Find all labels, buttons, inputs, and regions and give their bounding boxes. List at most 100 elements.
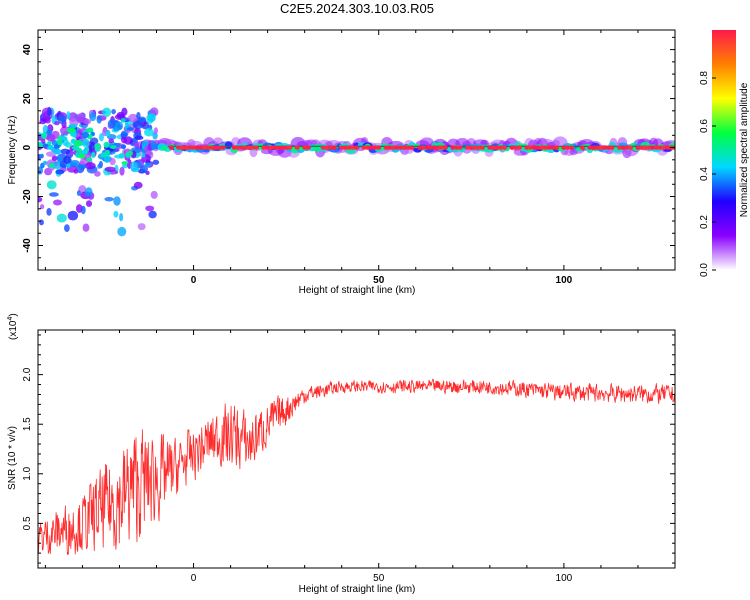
spectrogram-cell bbox=[64, 142, 72, 148]
spectrogram-cell bbox=[198, 145, 204, 150]
spectrogram-y-label: Frequency (Hz) bbox=[7, 116, 18, 185]
spectrogram-cell bbox=[126, 151, 131, 157]
spectrogram-cell bbox=[109, 157, 116, 166]
spectrogram-cell bbox=[104, 196, 114, 202]
snr-y-tick-label: 2.0 bbox=[22, 367, 33, 381]
snr-multiplier-exp: 4 bbox=[7, 317, 14, 321]
spectrogram-cell bbox=[57, 154, 63, 165]
spectrogram-cell bbox=[57, 139, 63, 146]
snr-background bbox=[38, 330, 675, 568]
colorbar-ticks: 0.0 0.2 0.4 0.6 0.8 bbox=[699, 71, 716, 277]
snr-frame bbox=[37, 329, 676, 569]
spectrogram-cell bbox=[354, 145, 359, 150]
snr-x-label: Height of straight line (km) bbox=[299, 584, 416, 595]
spectrogram-cell bbox=[457, 145, 463, 150]
spectrogram-cell bbox=[132, 120, 144, 130]
spectrogram-cell bbox=[108, 138, 115, 144]
spectrogram-cell bbox=[487, 145, 493, 150]
spectrogram-cell bbox=[591, 145, 596, 150]
spectrogram-cell bbox=[94, 171, 101, 177]
spectrogram-cell bbox=[120, 144, 127, 150]
spectrogram-cell bbox=[100, 152, 108, 158]
spectrogram-cell bbox=[104, 166, 116, 172]
spectrogram-cell bbox=[120, 132, 128, 138]
spectrogram-cell bbox=[194, 145, 200, 150]
spectrogram-cell bbox=[44, 118, 51, 124]
spectrogram-cell bbox=[121, 136, 127, 144]
spectrogram-cell bbox=[121, 161, 129, 165]
spectrogram-cell bbox=[137, 223, 146, 231]
spectrogram-cell bbox=[224, 141, 233, 150]
spectrogram-cell bbox=[435, 145, 441, 150]
spectrogram-cell bbox=[85, 200, 93, 207]
spectrogram-cell bbox=[56, 213, 67, 223]
spectrogram-cell bbox=[250, 145, 256, 150]
spectrogram-cell bbox=[568, 145, 574, 150]
snr-y-tick-label: 1.0 bbox=[22, 466, 33, 480]
spectrogram-cell bbox=[42, 124, 49, 135]
spectrogram-cell bbox=[116, 111, 125, 119]
spectrogram-cell bbox=[126, 127, 134, 131]
spectrogram-cell bbox=[642, 145, 648, 150]
spectrogram-cell bbox=[153, 127, 158, 134]
spectrogram-cell bbox=[46, 180, 57, 190]
spectrogram-cell bbox=[391, 145, 396, 150]
spectrogram-cell bbox=[254, 145, 259, 150]
spectrogram-cell bbox=[64, 224, 70, 232]
spectrogram-cell bbox=[616, 145, 622, 150]
spectrogram-cell bbox=[130, 161, 139, 172]
figure-title: C2E5.2024.303.10.03.R05 bbox=[280, 1, 434, 16]
colorbar-tick-label: 0.0 bbox=[699, 263, 710, 277]
spectrogram-cell bbox=[213, 145, 219, 150]
spectrogram-cell bbox=[66, 111, 71, 120]
colorbar-tick-label: 0.4 bbox=[699, 167, 710, 181]
spectrogram-cell bbox=[148, 210, 157, 219]
spectrogram-cell bbox=[602, 145, 608, 150]
spectrogram-cell bbox=[47, 141, 52, 145]
spectrogram-cell bbox=[231, 145, 237, 150]
spectrogram-cell bbox=[144, 128, 154, 137]
spectrogram-cell bbox=[372, 145, 378, 150]
spectrogram-cell bbox=[635, 145, 641, 150]
spectrogram-cell bbox=[103, 156, 111, 163]
colorbar-tick-label: 0.8 bbox=[699, 71, 710, 85]
spectrogram-cell bbox=[97, 163, 102, 169]
spectrogram-cell bbox=[472, 145, 478, 150]
spectrogram-cell bbox=[624, 145, 630, 150]
spectrogram-cell bbox=[183, 145, 189, 150]
spectrogram-cell bbox=[81, 138, 90, 148]
snr-series-line bbox=[38, 378, 675, 555]
snr-y-tick-label: 0.5 bbox=[22, 516, 33, 530]
spectrogram-cell bbox=[350, 145, 356, 150]
spectrogram-y-tick-label: -20 bbox=[22, 189, 33, 204]
spectrogram-cell bbox=[141, 153, 146, 158]
spectrogram-cell bbox=[46, 144, 54, 150]
spectrogram-cell bbox=[60, 148, 71, 155]
spectrogram-cell bbox=[39, 204, 45, 210]
spectrogram-cell bbox=[468, 145, 474, 150]
spectrogram-cell bbox=[42, 143, 49, 148]
spectrogram-cell bbox=[476, 145, 482, 150]
spectrogram-cell bbox=[144, 162, 152, 168]
spectrogram-cell bbox=[246, 145, 252, 150]
spectrogram-cell bbox=[261, 145, 267, 150]
spectrogram-cell bbox=[517, 145, 522, 150]
spectrogram-cell bbox=[84, 162, 96, 170]
spectrogram-cell bbox=[598, 145, 604, 150]
colorbar: 0.0 0.2 0.4 0.6 0.8 Normalized spectral ampl… bbox=[699, 30, 750, 277]
spectrogram-cell bbox=[479, 145, 485, 150]
spectrogram-cell bbox=[550, 145, 556, 150]
spectrogram-cell bbox=[376, 145, 382, 150]
spectrogram-cell bbox=[191, 145, 196, 150]
spectrogram-cell bbox=[89, 112, 97, 122]
spectrogram-cell bbox=[368, 145, 374, 150]
spectrogram-cell bbox=[74, 139, 82, 147]
snr-x-tick-label: 100 bbox=[556, 573, 573, 584]
spectrogram-cell bbox=[48, 162, 55, 169]
spectrogram-cell bbox=[89, 141, 95, 152]
spectrogram-cell bbox=[531, 145, 537, 150]
spectrogram-cell bbox=[134, 135, 144, 141]
spectrogram-cell bbox=[594, 145, 600, 150]
spectrogram-cell bbox=[86, 157, 93, 162]
spectrogram-cell bbox=[76, 190, 81, 196]
